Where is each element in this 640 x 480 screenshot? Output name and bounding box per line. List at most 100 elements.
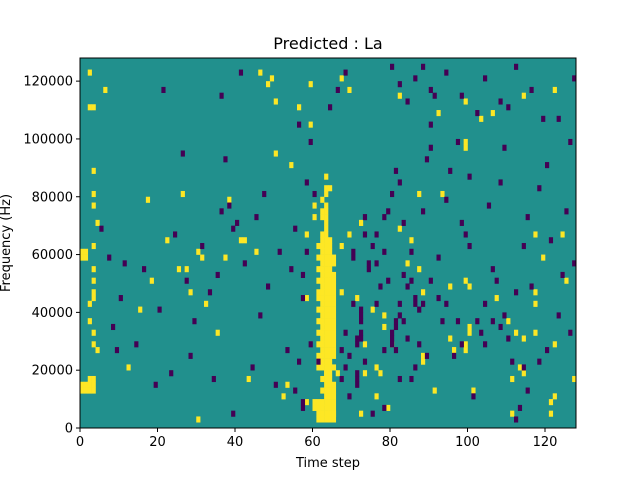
- heatmap-cell: [378, 370, 383, 377]
- heatmap-cell: [397, 300, 402, 307]
- heatmap-cell: [262, 190, 267, 198]
- heatmap-cell: [347, 393, 352, 400]
- heatmap-cell: [506, 104, 511, 111]
- heatmap-cell: [413, 364, 418, 371]
- heatmap-cell: [440, 190, 445, 198]
- heatmap-cell: [91, 295, 96, 302]
- heatmap-cell: [351, 248, 356, 255]
- heatmap-cell: [514, 63, 519, 70]
- heatmap-cell: [510, 375, 515, 383]
- heatmap-cell: [393, 167, 399, 174]
- heatmap-cell: [390, 335, 395, 342]
- heatmap-cell: [192, 318, 197, 325]
- y-tick-label: 120000: [23, 75, 73, 90]
- heatmap-cell: [227, 196, 232, 203]
- heatmap-cell: [196, 248, 201, 255]
- heatmap-cell: [413, 295, 418, 302]
- heatmap-cell: [328, 266, 333, 273]
- heatmap-cell: [463, 98, 468, 105]
- heatmap-cell: [320, 277, 325, 284]
- heatmap-cell: [467, 329, 472, 336]
- heatmap-cell: [87, 318, 92, 325]
- heatmap-cell: [91, 289, 96, 296]
- heatmap-cell: [359, 312, 364, 319]
- heatmap-cell: [328, 243, 333, 250]
- heatmap-cell: [417, 306, 422, 313]
- heatmap-cell: [506, 318, 511, 325]
- heatmap-cell: [316, 341, 321, 348]
- heatmap-cell: [320, 283, 325, 290]
- heatmap-cell: [324, 416, 329, 423]
- heatmap-cell: [362, 341, 368, 348]
- heatmap-cell: [463, 347, 468, 354]
- heatmap-cell: [149, 277, 154, 284]
- plot-area: [79, 57, 577, 429]
- heatmap-cell: [328, 248, 333, 255]
- heatmap-cell: [324, 364, 329, 371]
- heatmap-cell: [502, 312, 507, 319]
- heatmap-cell: [83, 381, 89, 388]
- heatmap-cell: [421, 289, 426, 296]
- heatmap-cell: [176, 266, 182, 273]
- x-tick-label: 40: [227, 435, 244, 450]
- heatmap-cell: [409, 375, 414, 383]
- heatmap-cell: [556, 312, 561, 319]
- heatmap-cell: [328, 323, 333, 331]
- heatmap-cell: [316, 404, 321, 411]
- heatmap-cell: [374, 393, 379, 400]
- heatmap-cell: [525, 387, 530, 394]
- heatmap-cell: [80, 381, 85, 388]
- heatmap-cell: [320, 254, 325, 261]
- heatmap-cell: [514, 416, 519, 423]
- heatmap-cell: [386, 208, 391, 215]
- heatmap-cell: [207, 289, 213, 296]
- heatmap-cell: [486, 202, 492, 209]
- heatmap-cell: [548, 237, 554, 244]
- heatmap-cell: [370, 410, 375, 417]
- heatmap-cell: [506, 335, 511, 342]
- heatmap-cell: [386, 404, 391, 411]
- heatmap-cell: [541, 115, 546, 122]
- heatmap-cell: [552, 86, 557, 93]
- heatmap-cell: [324, 202, 329, 209]
- heatmap-cell: [324, 370, 329, 377]
- heatmap-cell: [324, 358, 329, 365]
- heatmap-cell: [114, 347, 120, 354]
- heatmap-cell: [320, 404, 325, 411]
- heatmap-cell: [324, 237, 329, 244]
- heatmap-cell: [328, 277, 333, 284]
- heatmap-cell: [285, 347, 290, 354]
- heatmap-cell: [483, 341, 488, 348]
- heatmap-cell: [223, 254, 228, 261]
- heatmap-cell: [91, 266, 96, 273]
- heatmap-cell: [331, 393, 337, 400]
- heatmap-cell: [320, 289, 325, 296]
- heatmap-cell: [409, 237, 414, 244]
- heatmap-cell: [324, 306, 329, 313]
- heatmap-cell: [91, 190, 96, 198]
- heatmap-cell: [320, 237, 325, 244]
- heatmap-cell: [545, 162, 550, 169]
- heatmap-cell: [335, 370, 340, 377]
- heatmap-cell: [316, 277, 321, 284]
- heatmap-cell: [331, 399, 337, 406]
- heatmap-cell: [521, 364, 526, 371]
- heatmap-cell: [390, 341, 395, 348]
- heatmap-cell: [533, 231, 538, 238]
- heatmap-cell: [297, 358, 302, 365]
- heatmap-cell: [91, 375, 96, 383]
- heatmap-cell: [490, 110, 495, 117]
- heatmap-cell: [537, 358, 542, 365]
- heatmap-cell: [87, 381, 92, 388]
- heatmap-cell: [467, 283, 472, 290]
- y-axis-label: Frequency (Hz): [0, 194, 14, 292]
- heatmap-cell: [331, 364, 337, 371]
- heatmap-cell: [269, 75, 275, 82]
- heatmap-cell: [324, 300, 329, 307]
- chart-title: Predicted : La: [273, 34, 382, 53]
- heatmap-cell: [378, 283, 383, 290]
- heatmap-cell: [200, 243, 205, 250]
- heatmap-cell: [421, 300, 426, 307]
- heatmap-cell: [324, 410, 329, 417]
- heatmap-cell: [359, 219, 364, 226]
